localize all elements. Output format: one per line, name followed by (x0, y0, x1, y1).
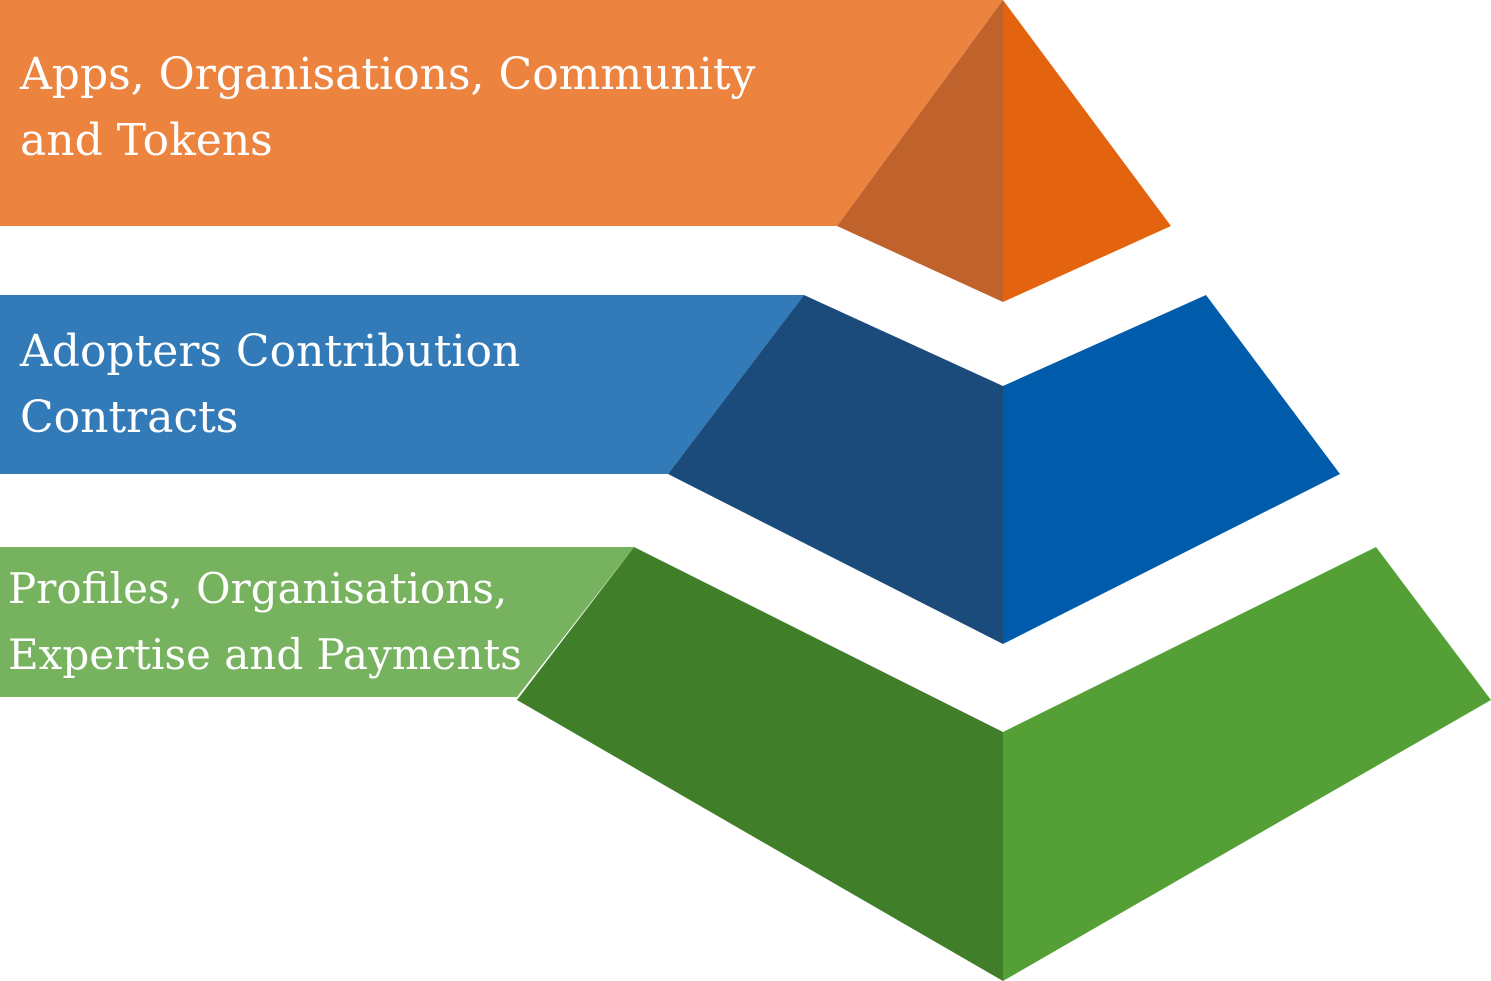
top-layer-face-right (1003, 0, 1171, 302)
middle-layer-band (0, 295, 804, 474)
top-layer-face-left (837, 0, 1003, 302)
top-layer-label: Apps, Organisations, Community and Token… (0, 0, 840, 226)
bottom-layer-face-left (517, 547, 1003, 981)
middle-layer-face-right (1003, 295, 1340, 644)
bottom-layer-band (0, 547, 634, 697)
middle-layer-label-text: Adopters Contribution Contracts (20, 325, 521, 443)
top-layer-label-text: Apps, Organisations, Community and Token… (20, 49, 756, 166)
bottom-layer-label-text: Profiles, Organisations, Expertise and P… (8, 564, 522, 679)
bottom-layer-label: Profiles, Organisations, Expertise and P… (0, 547, 560, 697)
middle-layer-face-left (668, 295, 1003, 644)
top-layer-band (0, 0, 1003, 226)
bottom-layer-face-right (1003, 547, 1491, 981)
middle-layer-label: Adopters Contribution Contracts (0, 295, 700, 474)
